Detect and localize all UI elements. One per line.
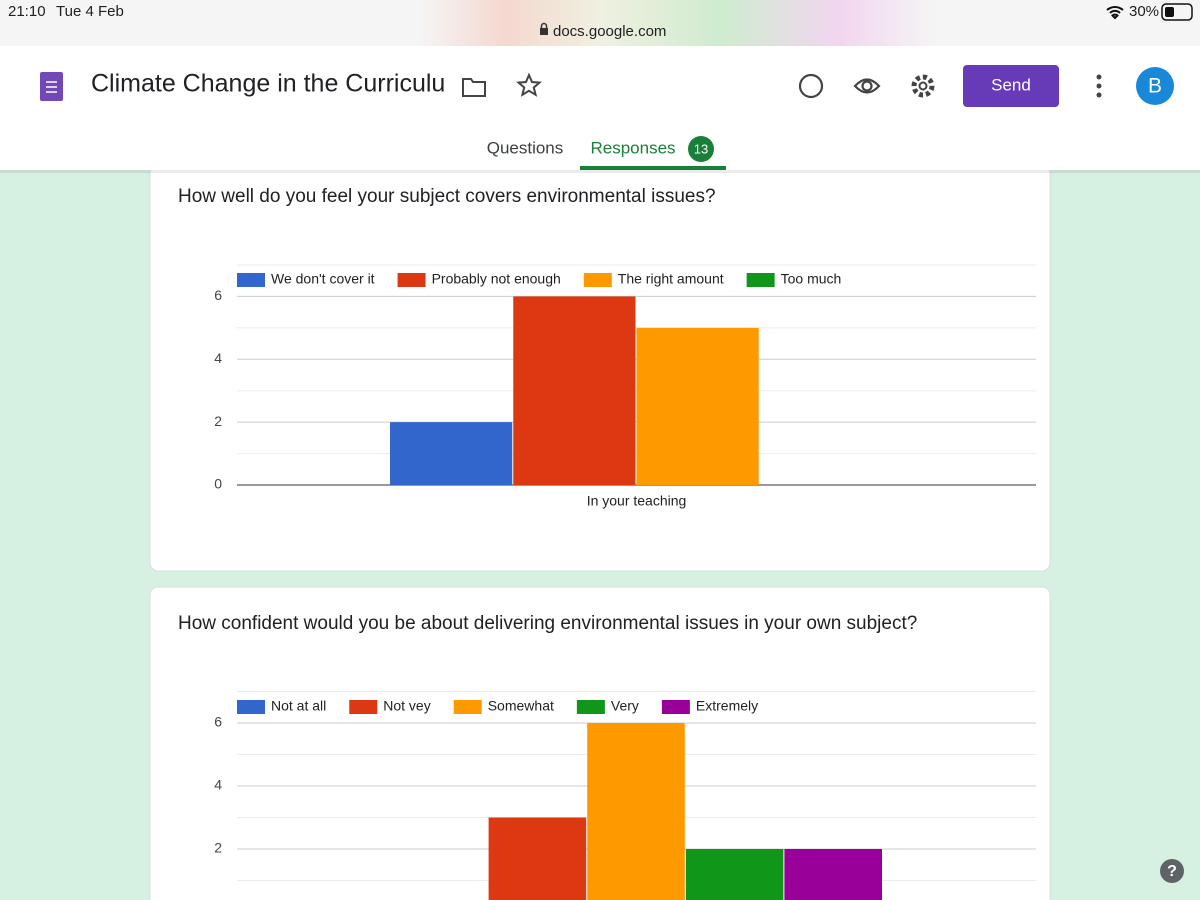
legend-label: Probably not enough bbox=[432, 271, 561, 287]
bar bbox=[685, 849, 784, 900]
legend-swatch bbox=[583, 273, 612, 287]
y-tick-label: 4 bbox=[214, 777, 222, 793]
battery-level: 30% bbox=[1129, 3, 1159, 20]
avatar[interactable] bbox=[1136, 67, 1174, 105]
date: Tue 4 Feb bbox=[56, 3, 124, 20]
bar bbox=[390, 422, 513, 485]
settings-icon[interactable] bbox=[911, 74, 935, 98]
response-badge bbox=[688, 136, 714, 162]
time: 21:10 bbox=[8, 3, 46, 20]
bar bbox=[513, 296, 636, 485]
legend-swatch bbox=[237, 700, 265, 714]
y-tick-label: 2 bbox=[214, 413, 222, 429]
status-bar bbox=[0, 0, 1200, 46]
bar bbox=[636, 327, 759, 485]
palette-icon[interactable] bbox=[798, 73, 824, 99]
folder-icon[interactable] bbox=[462, 78, 486, 97]
preview-icon bbox=[861, 80, 873, 92]
tab-indicator bbox=[580, 166, 726, 170]
y-tick-label: 6 bbox=[214, 714, 222, 730]
x-tick-label: In your teaching bbox=[587, 493, 687, 509]
y-tick-label: 4 bbox=[214, 350, 222, 366]
battery-icon bbox=[1165, 7, 1174, 17]
y-tick-label: 6 bbox=[214, 287, 222, 303]
forms-icon bbox=[46, 81, 57, 93]
legend-swatch bbox=[349, 700, 378, 714]
preview-icon[interactable] bbox=[853, 78, 881, 94]
more-icon[interactable] bbox=[1096, 74, 1102, 98]
bar bbox=[488, 817, 587, 900]
bar bbox=[784, 849, 882, 900]
send-label: Send bbox=[991, 75, 1031, 94]
charts: How well do you feel your subject covers… bbox=[178, 186, 1036, 900]
help-button[interactable] bbox=[1160, 859, 1184, 883]
y-tick-label: 2 bbox=[214, 840, 222, 856]
tab-questions[interactable]: Questions bbox=[487, 138, 564, 157]
legend-swatch bbox=[576, 700, 605, 714]
form-title[interactable]: Climate Change in the Curriculum bbox=[91, 70, 466, 98]
header-shadow bbox=[0, 170, 1200, 173]
legend-label: Very bbox=[611, 698, 639, 714]
star-icon[interactable] bbox=[516, 72, 542, 97]
help-label: ? bbox=[1167, 863, 1177, 880]
legend-swatch bbox=[237, 273, 265, 287]
avatar-letter: B bbox=[1148, 75, 1162, 98]
lock-icon bbox=[540, 22, 548, 28]
legend-swatch bbox=[397, 273, 426, 287]
legend-label: Too much bbox=[781, 271, 842, 287]
send-button[interactable] bbox=[963, 65, 1059, 107]
settings-icon bbox=[918, 81, 928, 91]
legend-swatch bbox=[453, 700, 482, 714]
legend-swatch bbox=[746, 273, 775, 287]
legend-label: Not vey bbox=[383, 698, 430, 714]
url: docs.google.com bbox=[553, 23, 666, 40]
tab-responses[interactable]: Responses bbox=[590, 138, 675, 157]
legend-swatch bbox=[661, 700, 690, 714]
legend-label: We don't cover it bbox=[271, 271, 375, 287]
lock-icon bbox=[540, 28, 548, 35]
y-tick-label: 0 bbox=[214, 476, 222, 492]
legend-label: The right amount bbox=[618, 271, 724, 287]
bar bbox=[587, 723, 685, 900]
legend-label: Extremely bbox=[696, 698, 758, 714]
question-title: How confident would you be about deliver… bbox=[178, 613, 917, 634]
wifi-icon bbox=[1106, 6, 1124, 20]
legend-label: Somewhat bbox=[488, 698, 554, 714]
battery-icon bbox=[1161, 3, 1193, 21]
response-count: 13 bbox=[694, 141, 708, 156]
question-title: How well do you feel your subject covers… bbox=[178, 186, 716, 207]
legend-label: Not at all bbox=[271, 698, 326, 714]
